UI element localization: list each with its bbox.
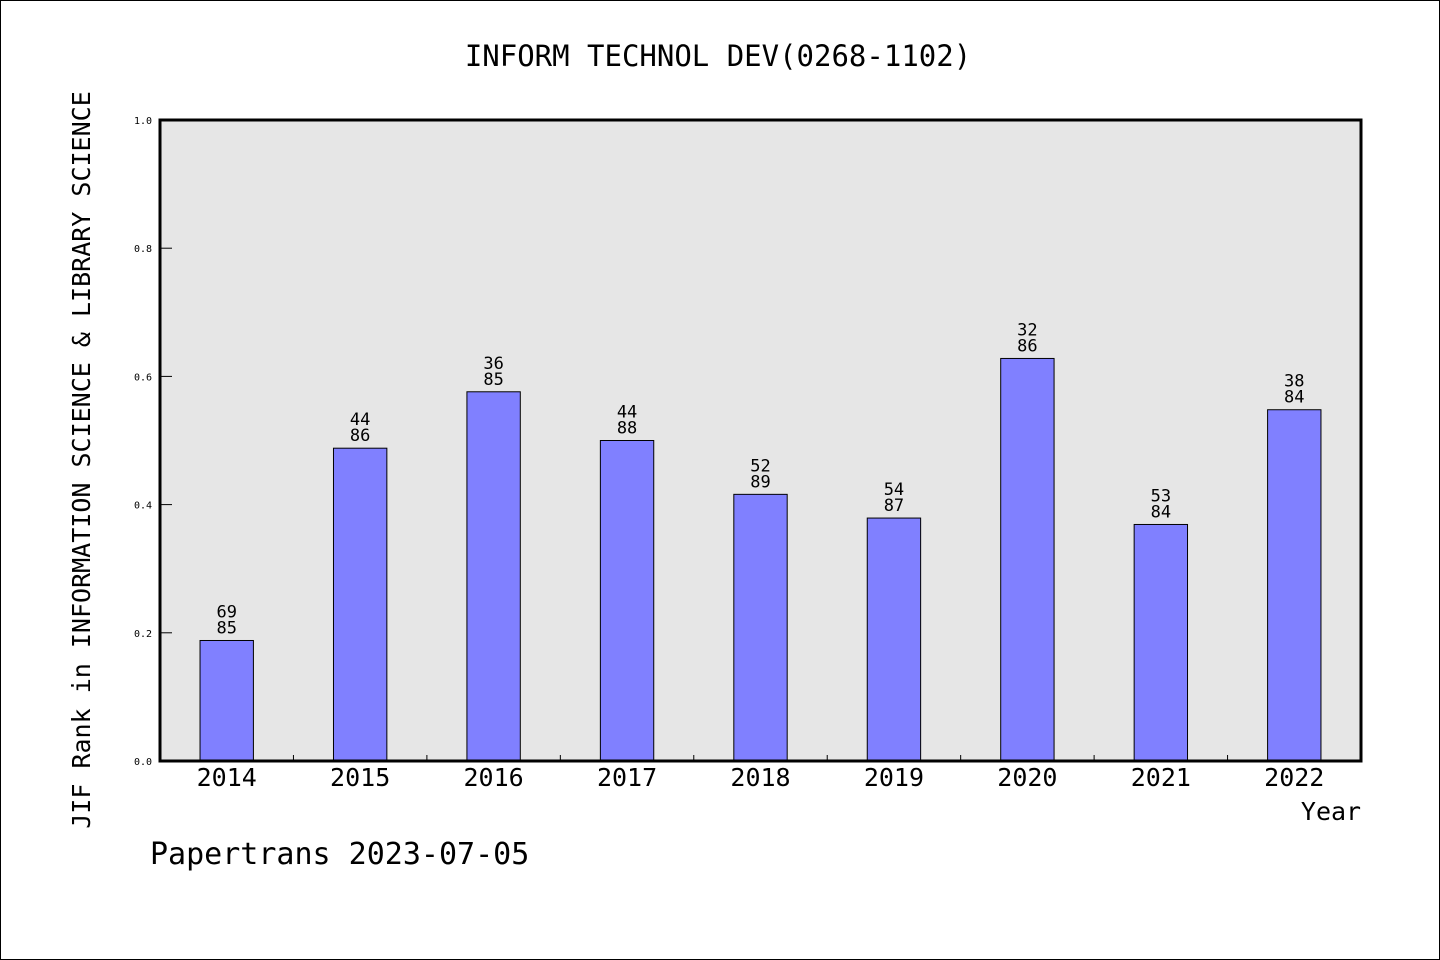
x-tick-label: 2021 [1131, 763, 1191, 792]
y-tick-label: 0.2 [134, 629, 152, 640]
x-tick-label: 2019 [864, 763, 924, 792]
bar-rank-label: 44 [617, 403, 637, 423]
x-tick-label: 2020 [997, 763, 1057, 792]
bar-total-label: 87 [884, 496, 904, 516]
x-tick-label: 2015 [330, 763, 390, 792]
plot-frame [158, 118, 1363, 763]
bar-total-label: 85 [483, 370, 503, 390]
bar-2014 [199, 639, 254, 762]
y-tick-label: 0.8 [134, 244, 152, 255]
bar-total-label: 88 [617, 419, 637, 439]
y-axis-label: JIF Rank in INFORMATION SCIENCE & LIBRAR… [67, 91, 96, 829]
bar-rank-label: 32 [1017, 320, 1037, 340]
bar-total-label: 84 [1284, 388, 1304, 408]
x-tick-label: 2014 [197, 763, 257, 792]
footer-text: Papertrans 2023-07-05 [150, 837, 529, 872]
x-tick-label: 2018 [730, 763, 790, 792]
x-tick-label: 2017 [597, 763, 657, 792]
bar-2019 [866, 517, 922, 762]
bar-total-label: 85 [216, 618, 236, 638]
y-tick-label: 0.0 [134, 757, 152, 768]
y-tick-label: 0.6 [134, 372, 152, 383]
bar-rank-label: 54 [884, 480, 904, 500]
bar-total-label: 86 [1017, 336, 1037, 356]
bar-total-label: 89 [750, 472, 770, 492]
bar-rank-label: 44 [350, 410, 370, 430]
y-tick-label: 1.0 [134, 116, 152, 127]
bar-2017 [599, 440, 655, 762]
bar-rank-label: 38 [1284, 372, 1304, 392]
bar-2018 [733, 493, 788, 762]
bar-rank-label: 69 [216, 602, 236, 622]
bar-2021 [1133, 523, 1189, 762]
y-tick-label: 0.4 [134, 501, 152, 512]
x-tick-label: 2022 [1264, 763, 1324, 792]
bar-2015 [332, 447, 388, 762]
bar-total-label: 84 [1151, 502, 1171, 522]
bar-total-label: 86 [350, 426, 370, 446]
bar-2016 [466, 391, 521, 762]
bar-rank-label: 52 [750, 456, 770, 476]
bar-rank-label: 53 [1151, 486, 1171, 506]
bar-rank-label: 36 [483, 354, 503, 374]
x-axis-label: Year [1301, 797, 1361, 826]
x-tick-label: 2016 [464, 763, 524, 792]
chart-title: INFORM TECHNOL DEV(0268-1102) [465, 39, 971, 73]
bar-2020 [1000, 357, 1055, 762]
bar-2022 [1267, 409, 1322, 762]
